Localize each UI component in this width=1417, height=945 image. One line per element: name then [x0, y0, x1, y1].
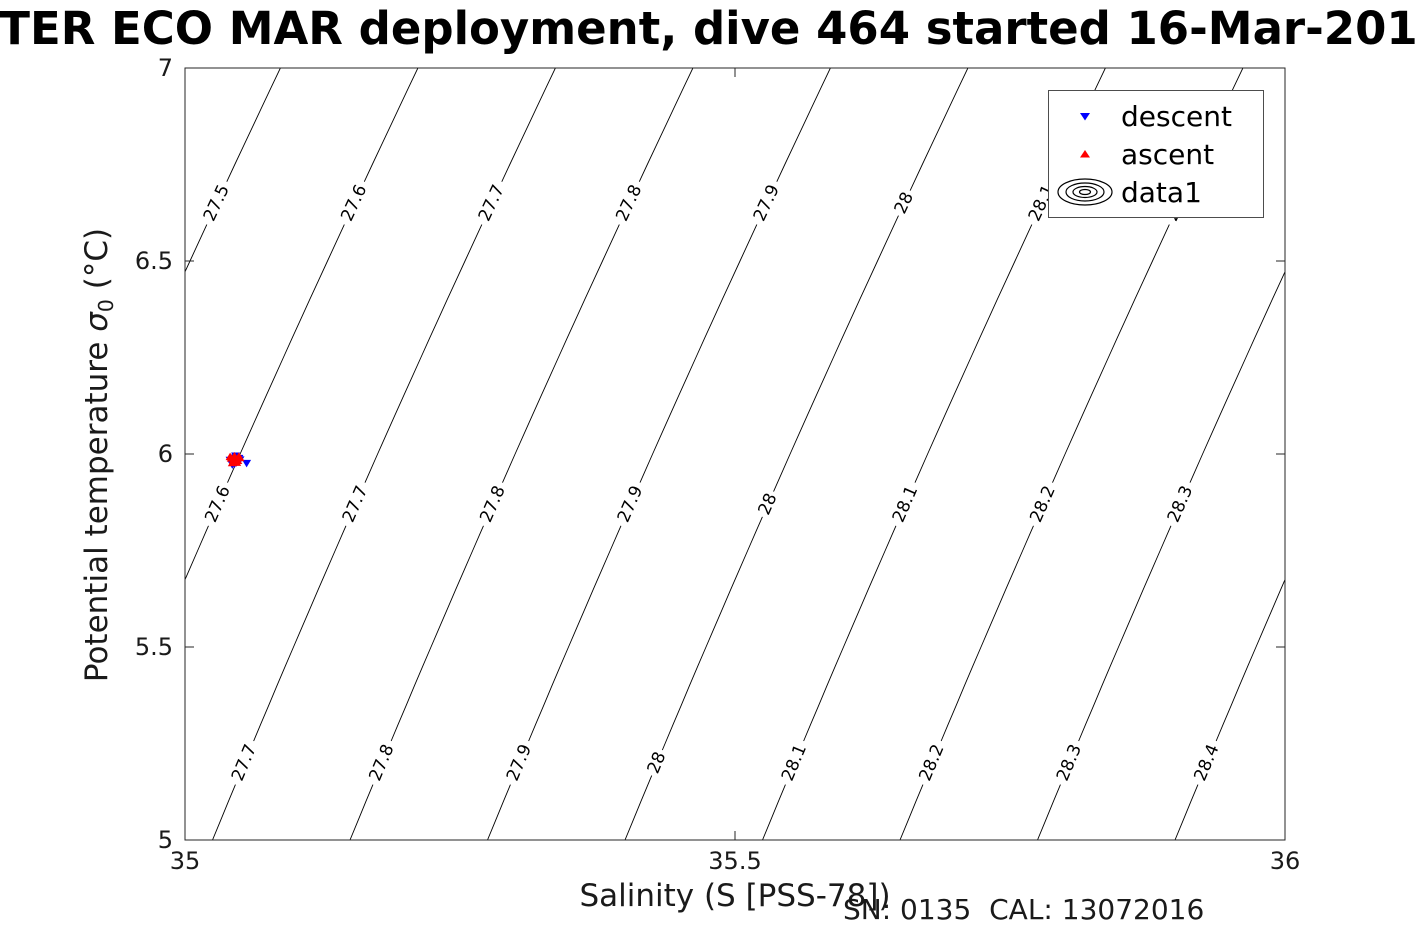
legend-label-data1: data1: [1121, 175, 1202, 209]
y-tick-label-5.5: 5.5: [135, 633, 173, 661]
svg-text:27.6: 27.6: [337, 182, 371, 225]
x-tick-label-36: 36: [1270, 847, 1301, 875]
contour-line-28.3: [1037, 270, 1285, 840]
contour-label-28: 28: [889, 186, 920, 220]
contour-label-27.9: 27.9: [611, 478, 650, 530]
ascent-marker: [225, 452, 235, 461]
x-tick-label-35.5: 35.5: [708, 847, 761, 875]
ascent-marker: [232, 458, 242, 466]
svg-text:27.9: 27.9: [503, 741, 536, 784]
contour-label-27.9: 27.9: [747, 177, 786, 229]
svg-text:27.8: 27.8: [612, 182, 646, 225]
contour-line-28.4: [1174, 578, 1285, 840]
sigma-subscript: 0: [93, 299, 118, 313]
contour-label-28: 28: [642, 746, 672, 780]
y-axis-label-text: Potential temperature: [79, 331, 115, 683]
contour-label-27.8: 27.8: [363, 737, 401, 789]
contour-label-28: 28: [753, 487, 783, 521]
contour-label-28.1: 28.1: [886, 478, 925, 530]
svg-text:27.8: 27.8: [365, 741, 398, 784]
plot-title: TER ECO MAR deployment, dive 464 started…: [0, 2, 1417, 55]
y-tick-label-6.5: 6.5: [135, 247, 173, 275]
svg-text:27.7: 27.7: [475, 182, 509, 225]
contour-label-27.7: 27.7: [472, 177, 511, 229]
svg-text:28.3: 28.3: [1164, 483, 1198, 526]
axis-tick-marks: [184, 67, 1286, 841]
svg-text:28.2: 28.2: [915, 741, 948, 784]
legend-item-data1: data1: [1049, 173, 1263, 211]
svg-text:27.5: 27.5: [200, 182, 234, 225]
y-tick-label-5: 5: [158, 826, 173, 854]
legend: descent ascent data1: [1048, 90, 1264, 218]
contour-rings-icon: [1049, 176, 1121, 208]
y-tick-label-6: 6: [158, 440, 173, 468]
legend-item-descent: descent: [1049, 97, 1263, 135]
x-tick-label-35: 35: [170, 847, 201, 875]
contour-label-28.2: 28.2: [1024, 478, 1062, 530]
contour-label-28.3: 28.3: [1161, 478, 1200, 530]
contour-label-27.6: 27.6: [199, 478, 237, 530]
isopycnal-contour-lines: [185, 68, 1285, 840]
svg-text:27.8: 27.8: [476, 483, 510, 526]
y-tick-label-7: 7: [158, 54, 173, 82]
svg-text:27.6: 27.6: [201, 483, 235, 526]
contour-label-27.7: 27.7: [226, 737, 263, 789]
sensor-info-text: SN: 0135 CAL: 13072016: [843, 893, 1205, 926]
x-axis-label: Salinity (S [PSS-78]): [579, 878, 891, 914]
contour-label-28.3: 28.3: [1051, 737, 1088, 789]
descent-marker: [242, 459, 252, 468]
contour-label-27.9: 27.9: [501, 737, 538, 789]
ascent-marker: [235, 453, 245, 462]
legend-item-ascent: ascent: [1049, 135, 1263, 173]
legend-label-ascent: ascent: [1121, 137, 1215, 171]
contour-label-27.8: 27.8: [610, 177, 649, 229]
svg-text:27.7: 27.7: [228, 741, 261, 784]
sigma-symbol: σ: [79, 312, 115, 332]
dive-data-markers: [225, 451, 252, 469]
contour-line-28: [624, 68, 969, 840]
contour-label-28.4: 28.4: [1188, 737, 1226, 789]
y-axis-label: Potential temperature σ0 (°C): [79, 227, 118, 683]
svg-text:27.9: 27.9: [750, 182, 784, 225]
svg-text:27.9: 27.9: [614, 483, 648, 526]
descent-triangle-down-icon: [1049, 104, 1121, 128]
contour-label-27.5: 27.5: [197, 177, 236, 229]
svg-text:28.2: 28.2: [1026, 483, 1060, 526]
contour-label-28.1: 28.1: [776, 737, 813, 789]
legend-label-descent: descent: [1121, 99, 1232, 133]
contour-label-27.6: 27.6: [335, 177, 374, 229]
y-axis-label-units: (°C): [79, 227, 115, 300]
ascent-triangle-up-icon: [1049, 142, 1121, 166]
svg-text:28.1: 28.1: [778, 741, 811, 784]
svg-text:28.3: 28.3: [1053, 741, 1086, 784]
svg-text:28.4: 28.4: [1190, 741, 1223, 784]
svg-text:28.1: 28.1: [889, 483, 923, 526]
svg-text:27.7: 27.7: [339, 483, 373, 526]
contour-labels: 27.5 27.6 27.6 27.7 27.7 27.7 27.8 27.8 27.8 27.9…: [197, 177, 1226, 789]
contour-label-28.2: 28.2: [913, 737, 951, 789]
contour-label-27.8: 27.8: [474, 478, 512, 530]
contour-label-27.7: 27.7: [336, 478, 375, 530]
